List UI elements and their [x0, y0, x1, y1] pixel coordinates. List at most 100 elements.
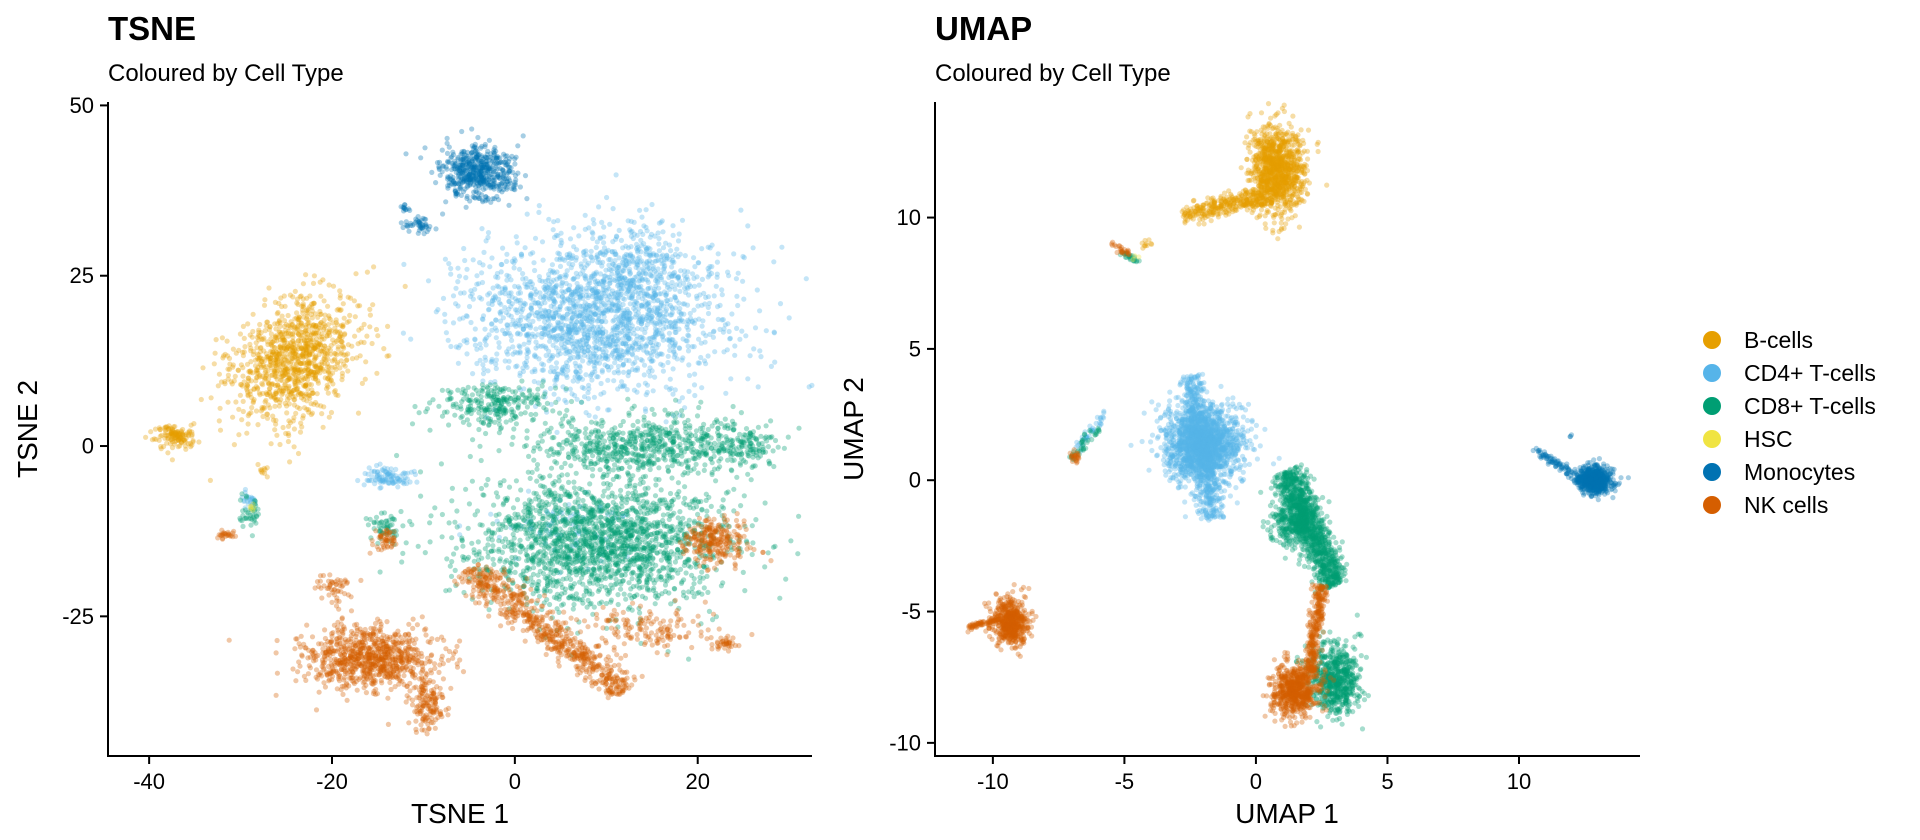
tsne-point-cd4-t-cells: [616, 227, 622, 233]
tsne-point-monocytes: [495, 183, 501, 189]
tsne-point-monocytes: [456, 181, 462, 187]
tsne-point-b-cells: [273, 374, 279, 380]
tsne-point-b-cells: [242, 344, 248, 350]
tsne-point-cd4-t-cells: [511, 265, 517, 271]
tsne-point-cd4-t-cells: [601, 390, 607, 396]
tsne-point-cd4-t-cells: [485, 368, 491, 374]
tsne-point-b-cells: [352, 314, 358, 320]
tsne-point-cd4-t-cells: [690, 271, 696, 277]
tsne-point-cd4-t-cells: [641, 362, 648, 368]
tsne-point-cd4-t-cells: [651, 336, 657, 342]
tsne-point-cd4-t-cells: [378, 484, 384, 491]
tsne-point-cd4-t-cells: [674, 246, 680, 252]
tsne-point-b-cells: [255, 364, 261, 371]
tsne-point-cd4-t-cells: [411, 468, 417, 474]
tsne-point-cd4-t-cells: [644, 259, 650, 265]
tsne-point-cd4-t-cells: [656, 327, 662, 333]
tsne-point-monocytes: [502, 159, 509, 165]
tsne-point-b-cells: [301, 329, 307, 335]
tsne-point-cd4-t-cells: [644, 341, 650, 347]
tsne-point-cd8-t-cells: [788, 538, 794, 544]
tsne-point-cd4-t-cells: [803, 276, 809, 282]
tsne-point-cd8-t-cells: [537, 473, 543, 479]
tsne-point-cd4-t-cells: [583, 372, 589, 378]
tsne-point-b-cells: [274, 350, 280, 356]
tsne-point-cd4-t-cells: [457, 342, 463, 348]
tsne-point-cd8-t-cells: [571, 601, 577, 608]
tsne-point-monocytes: [475, 183, 481, 189]
tsne-point-b-cells: [330, 283, 337, 289]
tsne-point-cd4-t-cells: [442, 319, 448, 325]
tsne-point-b-cells: [225, 372, 231, 378]
tsne-point-cd8-t-cells: [459, 535, 465, 541]
tsne-point-b-cells: [263, 368, 269, 374]
tsne-point-cd4-t-cells: [492, 293, 498, 299]
tsne-point-monocytes: [480, 177, 487, 183]
tsne-point-b-cells: [337, 295, 343, 301]
tsne-point-monocytes: [471, 156, 477, 162]
tsne-point-monocytes: [449, 177, 455, 183]
tsne-point-cd4-t-cells: [577, 342, 584, 348]
tsne-point-cd4-t-cells: [601, 224, 607, 230]
tsne-point-b-cells: [264, 465, 270, 471]
tsne-point-cd4-t-cells: [685, 327, 691, 333]
tsne-point-cd4-t-cells: [747, 353, 753, 359]
tsne-point-cd4-t-cells: [560, 290, 566, 296]
tsne-point-cd4-t-cells: [624, 387, 630, 393]
tsne-point-cd4-t-cells: [666, 242, 673, 248]
tsne-point-cd4-t-cells: [591, 221, 597, 227]
tsne-point-monocytes: [494, 160, 500, 166]
tsne-point-b-cells: [340, 301, 346, 307]
tsne-point-monocytes: [460, 162, 466, 168]
tsne-panel: TSNE Coloured by Cell Type -25 0 25 50: [12, 10, 815, 829]
tsne-point-cd8-t-cells: [683, 502, 689, 508]
tsne-point-b-cells: [280, 368, 286, 374]
tsne-point-monocytes: [418, 155, 424, 161]
tsne-point-cd4-t-cells: [588, 253, 594, 259]
tsne-point-cd4-t-cells: [617, 330, 623, 336]
tsne-point-b-cells: [300, 355, 306, 361]
tsne-point-b-cells: [333, 317, 339, 323]
tsne-point-monocytes: [429, 169, 435, 175]
tsne-point-cd8-t-cells: [647, 567, 653, 574]
tsne-point-monocytes: [473, 167, 479, 173]
tsne-point-cd8-t-cells: [449, 535, 455, 541]
tsne-point-b-cells: [295, 301, 301, 307]
tsne-point-cd4-t-cells: [524, 331, 530, 337]
tsne-point-monocytes: [524, 196, 530, 202]
tsne-point-monocytes: [470, 165, 476, 171]
tsne-point-b-cells: [253, 375, 259, 381]
tsne-point-b-cells: [224, 338, 230, 344]
tsne-point-cd4-t-cells: [602, 252, 608, 258]
tsne-point-b-cells: [255, 422, 261, 428]
tsne-point-b-cells: [328, 342, 334, 349]
tsne-point-cd8-t-cells: [530, 591, 536, 597]
tsne-point-cd4-t-cells: [468, 288, 474, 294]
tsne-point-cd8-t-cells: [777, 595, 783, 601]
tsne-point-cd4-t-cells: [743, 333, 749, 339]
tsne-point-b-cells: [273, 397, 279, 403]
tsne-point-cd4-t-cells: [499, 261, 505, 268]
tsne-point-cd4-t-cells: [365, 478, 371, 484]
tsne-point-monocytes: [485, 168, 491, 174]
tsne-point-monocytes: [448, 155, 454, 161]
tsne-point-cd4-t-cells: [620, 261, 627, 267]
tsne-point-cd4-t-cells: [717, 326, 723, 332]
tsne-point-b-cells: [334, 322, 340, 328]
tsne-point-cd4-t-cells: [637, 207, 643, 213]
tsne-point-monocytes: [450, 149, 456, 155]
tsne-point-cd4-t-cells: [560, 322, 566, 328]
tsne-point-monocytes: [475, 156, 481, 163]
tsne-point-cd4-t-cells: [615, 363, 622, 369]
tsne-point-b-cells: [267, 405, 273, 411]
tsne-point-b-cells: [325, 303, 331, 309]
tsne-point-monocytes: [476, 185, 482, 191]
tsne-point-monocytes: [436, 166, 442, 172]
tsne-point-cd4-t-cells: [555, 319, 561, 325]
tsne-point-cd4-t-cells: [583, 285, 589, 292]
tsne-point-cd4-t-cells: [600, 330, 606, 336]
tsne-point-b-cells: [183, 446, 189, 452]
tsne-point-b-cells: [297, 333, 303, 339]
tsne-point-cd4-t-cells: [585, 390, 591, 396]
tsne-point-cd4-t-cells: [619, 282, 625, 289]
